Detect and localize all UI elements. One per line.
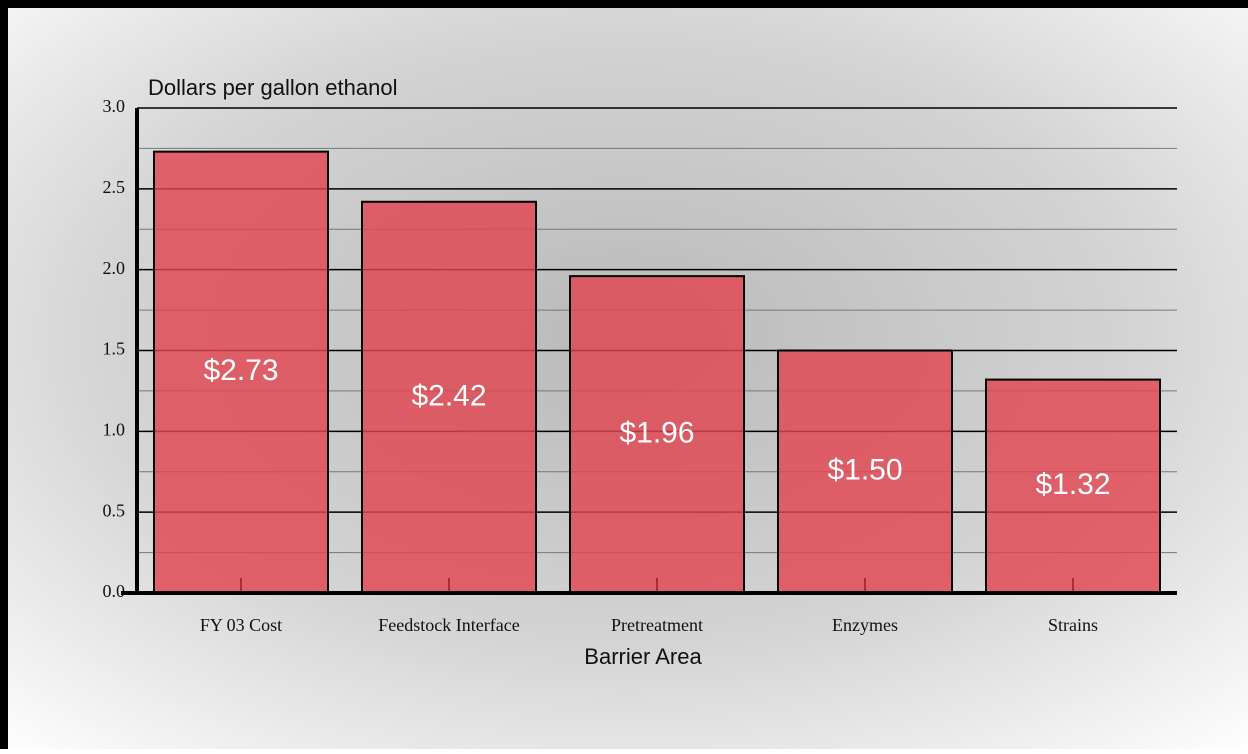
y-tick-label: 0.0 <box>103 581 126 601</box>
y-tick-label: 1.0 <box>103 419 126 439</box>
y-tick-label: 1.5 <box>103 339 126 359</box>
value-label: $1.96 <box>619 416 694 449</box>
value-label: $2.73 <box>203 354 278 387</box>
x-tick-label: Pretreatment <box>611 615 703 635</box>
bar <box>985 378 1161 594</box>
value-label: $1.32 <box>1035 468 1110 501</box>
x-axis-title: Barrier Area <box>584 644 702 669</box>
bar <box>361 200 537 594</box>
y-tick-label: 3.0 <box>103 96 126 116</box>
y-axis-title: Dollars per gallon ethanol <box>148 75 398 100</box>
x-tick-label: Strains <box>1048 615 1098 635</box>
x-tick-label: Enzymes <box>832 615 898 635</box>
x-tick-label: Feedstock Interface <box>378 615 519 635</box>
y-tick-label: 2.0 <box>103 258 126 278</box>
value-label: $2.42 <box>411 379 486 412</box>
x-tick-label: FY 03 Cost <box>200 615 282 635</box>
y-tick-label: 0.5 <box>103 500 126 520</box>
value-label: $1.50 <box>827 454 902 487</box>
y-tick-label: 2.5 <box>103 177 126 197</box>
bar <box>569 275 745 594</box>
